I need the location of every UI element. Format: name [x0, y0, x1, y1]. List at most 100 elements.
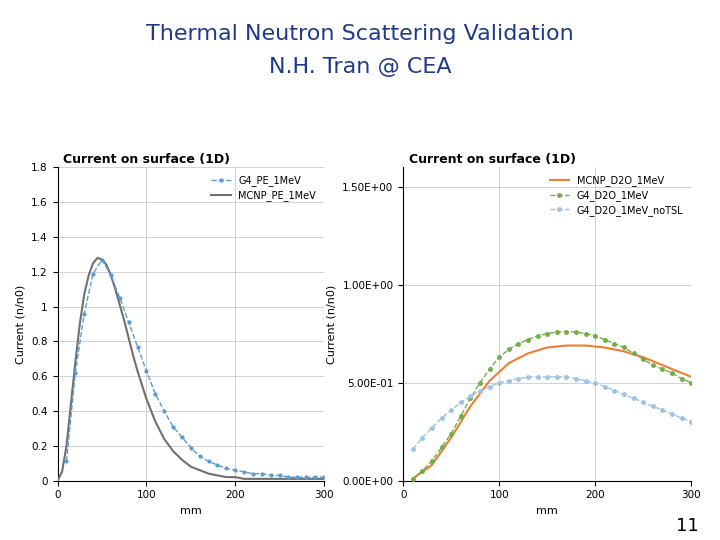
G4_D2O_1MeV	[620, 345, 629, 351]
Line: G4_D2O_1MeV_noTSL: G4_D2O_1MeV_noTSL	[410, 373, 695, 453]
G4_D2O_1MeV_noTSL	[408, 446, 417, 453]
MCNP_PE_1MeV	[89, 260, 97, 266]
Line: G4_D2O_1MeV: G4_D2O_1MeV	[410, 328, 695, 482]
G4_PE_1MeV	[231, 467, 240, 474]
G4_D2O_1MeV	[600, 336, 609, 343]
MCNP_PE_1MeV	[186, 463, 195, 470]
MCNP_PE_1MeV	[58, 469, 66, 475]
G4_PE_1MeV	[178, 434, 186, 440]
MCNP_PE_1MeV	[76, 321, 84, 327]
MCNP_PE_1MeV	[240, 476, 248, 482]
G4_D2O_1MeV	[447, 430, 456, 437]
MCNP_PE_1MeV	[160, 436, 168, 442]
MCNP_PE_1MeV	[111, 286, 120, 293]
Y-axis label: Current (n/n0): Current (n/n0)	[16, 285, 26, 363]
Line: MCNP_D2O_1MeV: MCNP_D2O_1MeV	[413, 346, 691, 478]
MCNP_PE_1MeV	[231, 474, 240, 481]
G4_D2O_1MeV	[629, 350, 638, 356]
X-axis label: mm: mm	[536, 506, 558, 516]
G4_D2O_1MeV	[572, 328, 580, 335]
MCNP_PE_1MeV	[275, 476, 284, 482]
G4_D2O_1MeV_noTSL	[649, 403, 657, 409]
Text: Thermal Neutron Scattering Validation: Thermal Neutron Scattering Validation	[146, 24, 574, 44]
G4_D2O_1MeV_noTSL	[505, 377, 513, 384]
G4_D2O_1MeV	[678, 376, 686, 382]
G4_D2O_1MeV	[456, 413, 465, 419]
MCNP_PE_1MeV	[266, 476, 275, 482]
G4_D2O_1MeV	[610, 340, 618, 347]
MCNP_PE_1MeV	[120, 318, 128, 324]
G4_D2O_1MeV	[466, 395, 474, 402]
G4_D2O_1MeV_noTSL	[418, 434, 427, 441]
MCNP_D2O_1MeV	[581, 342, 590, 349]
G4_PE_1MeV	[168, 423, 177, 430]
MCNP_PE_1MeV	[98, 256, 107, 263]
G4_PE_1MeV	[89, 271, 97, 277]
G4_D2O_1MeV_noTSL	[667, 411, 676, 417]
MCNP_PE_1MeV	[129, 352, 138, 359]
G4_D2O_1MeV_noTSL	[466, 393, 474, 400]
G4_D2O_1MeV	[534, 333, 542, 339]
G4_D2O_1MeV	[658, 366, 667, 372]
MCNP_PE_1MeV	[320, 476, 328, 482]
MCNP_PE_1MeV	[125, 335, 133, 341]
MCNP_PE_1MeV	[258, 476, 266, 482]
G4_PE_1MeV	[284, 474, 293, 481]
G4_D2O_1MeV_noTSL	[552, 374, 561, 380]
MCNP_PE_1MeV	[71, 359, 80, 366]
MCNP_D2O_1MeV	[620, 348, 629, 355]
G4_D2O_1MeV	[408, 475, 417, 482]
G4_D2O_1MeV	[552, 328, 561, 335]
MCNP_PE_1MeV	[84, 272, 93, 279]
G4_PE_1MeV	[293, 474, 302, 481]
G4_PE_1MeV	[275, 472, 284, 478]
MCNP_PE_1MeV	[293, 476, 302, 482]
G4_PE_1MeV	[186, 444, 195, 451]
G4_D2O_1MeV	[523, 336, 532, 343]
G4_PE_1MeV	[160, 408, 168, 414]
Legend: MCNP_D2O_1MeV, G4_D2O_1MeV, G4_D2O_1MeV_noTSL: MCNP_D2O_1MeV, G4_D2O_1MeV, G4_D2O_1MeV_…	[546, 172, 686, 219]
G4_D2O_1MeV_noTSL	[572, 376, 580, 382]
G4_D2O_1MeV_noTSL	[447, 407, 456, 414]
G4_PE_1MeV	[115, 295, 124, 301]
G4_PE_1MeV	[125, 319, 133, 326]
MCNP_PE_1MeV	[142, 396, 150, 402]
X-axis label: mm: mm	[180, 506, 202, 516]
G4_D2O_1MeV	[437, 444, 446, 450]
G4_D2O_1MeV_noTSL	[639, 399, 647, 406]
MCNP_PE_1MeV	[311, 476, 320, 482]
G4_PE_1MeV	[222, 465, 230, 471]
Text: Current on surface (1D): Current on surface (1D)	[409, 153, 576, 166]
G4_D2O_1MeV_noTSL	[678, 415, 686, 421]
G4_PE_1MeV	[151, 390, 160, 397]
G4_PE_1MeV	[71, 369, 80, 376]
G4_PE_1MeV	[213, 462, 222, 468]
G4_D2O_1MeV_noTSL	[610, 387, 618, 394]
MCNP_PE_1MeV	[248, 476, 257, 482]
G4_D2O_1MeV_noTSL	[485, 383, 494, 390]
MCNP_PE_1MeV	[204, 470, 213, 477]
G4_D2O_1MeV_noTSL	[658, 407, 667, 414]
MCNP_PE_1MeV	[168, 448, 177, 454]
Y-axis label: Current (n/n0): Current (n/n0)	[327, 285, 337, 363]
G4_PE_1MeV	[266, 472, 275, 478]
G4_D2O_1MeV_noTSL	[629, 395, 638, 402]
MCNP_PE_1MeV	[284, 476, 293, 482]
G4_PE_1MeV	[62, 458, 71, 465]
G4_D2O_1MeV	[649, 362, 657, 368]
G4_D2O_1MeV	[505, 346, 513, 353]
G4_D2O_1MeV_noTSL	[581, 377, 590, 384]
MCNP_PE_1MeV	[62, 443, 71, 449]
MCNP_PE_1MeV	[195, 467, 204, 474]
MCNP_D2O_1MeV	[428, 462, 436, 468]
G4_PE_1MeV	[98, 256, 107, 263]
MCNP_PE_1MeV	[213, 472, 222, 478]
MCNP_PE_1MeV	[133, 368, 142, 374]
MCNP_D2O_1MeV	[562, 342, 571, 349]
G4_PE_1MeV	[311, 474, 320, 481]
G4_PE_1MeV	[240, 469, 248, 475]
MCNP_D2O_1MeV	[447, 434, 456, 441]
G4_PE_1MeV	[258, 470, 266, 477]
G4_PE_1MeV	[248, 470, 257, 477]
MCNP_PE_1MeV	[53, 477, 62, 484]
